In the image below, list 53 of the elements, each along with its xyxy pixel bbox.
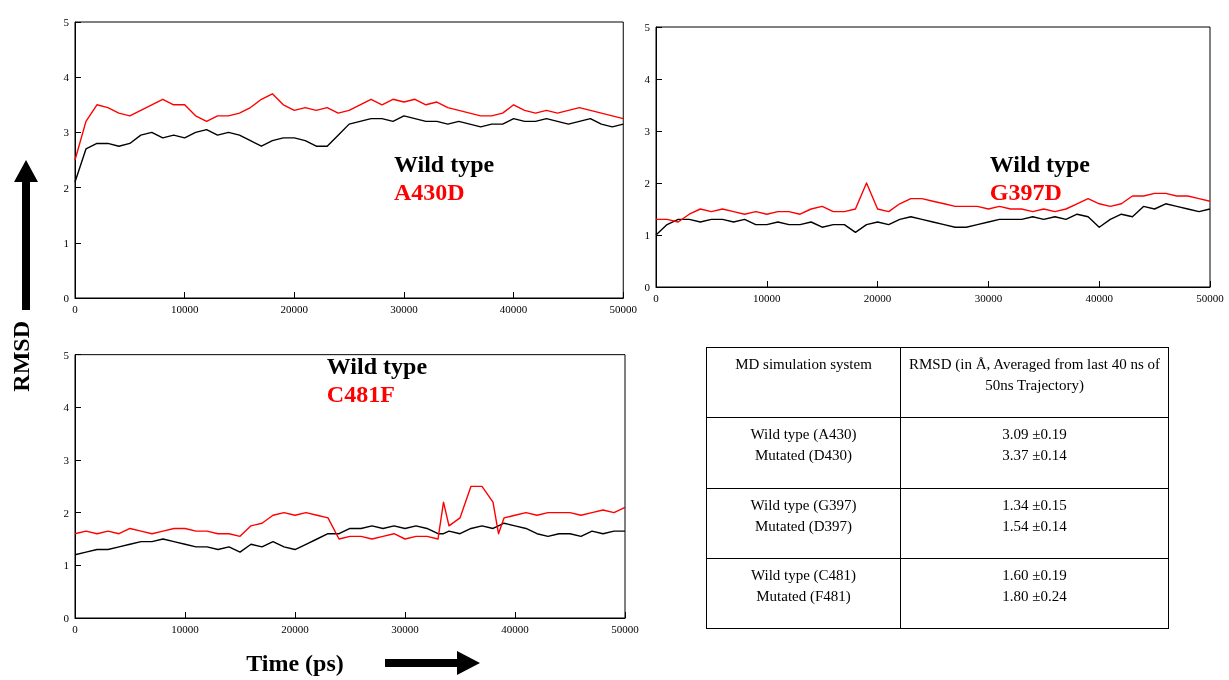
series-label: G397D — [989, 179, 1062, 206]
x-tick-label: 30000 — [974, 291, 1003, 304]
x-tick-label: 40000 — [1085, 291, 1114, 304]
y-tick-label: 3 — [63, 454, 70, 466]
x-tick-label: 30000 — [390, 302, 419, 315]
y-tick-label: 1 — [63, 559, 69, 572]
series-label: Wild type — [989, 151, 1091, 178]
x-tick-label: 20000 — [281, 622, 310, 635]
y-tick-label: 1 — [63, 236, 69, 249]
x-tick-label: 30000 — [391, 622, 420, 635]
y-tick-label: 5 — [644, 21, 651, 33]
y-tick-label: 4 — [63, 401, 70, 414]
text: MD simulation system — [706, 347, 901, 418]
y-tick-label: 3 — [644, 125, 651, 137]
x-tick-label: 50000 — [611, 622, 640, 635]
x-tick-label: 0 — [72, 302, 79, 315]
text: Wild type (A430) Mutated (D430) — [706, 417, 901, 488]
text: RMSD (in Å, Averaged from last 40 ns of 50ns Trajectory) — [900, 347, 1169, 418]
y-tick-label: 2 — [63, 181, 69, 194]
text: Wild type (C481) Mutated (F481) — [706, 558, 901, 629]
x-tick-label: 40000 — [499, 302, 528, 315]
text: A430D — [393, 179, 465, 206]
x-tick-label: 20000 — [863, 291, 892, 304]
y-tick-label: 2 — [644, 177, 650, 189]
x-tick-label: 0 — [72, 622, 79, 635]
y-tick-label: 1 — [644, 229, 650, 241]
x-axis-title: Time (ps) — [246, 650, 344, 676]
text: 1.60 ±0.19 1.80 ±0.24 — [900, 558, 1169, 629]
text: 3.09 ±0.19 3.37 ±0.14 — [900, 417, 1169, 488]
line-series — [655, 182, 1211, 223]
x-tick-label: 50000 — [1196, 291, 1225, 304]
y-tick-label: 0 — [644, 281, 651, 293]
y-tick-label: 0 — [63, 612, 70, 624]
x-tick-label: 10000 — [753, 291, 782, 304]
y-tick-label: 5 — [63, 348, 70, 361]
y-tick-label: 5 — [63, 16, 70, 28]
text: Wild type — [326, 352, 428, 379]
text: C481F — [326, 380, 395, 407]
line-series — [74, 485, 626, 540]
series-label: Wild type — [393, 151, 495, 178]
y-tick-label: 3 — [63, 126, 70, 139]
y-axis-title: RMSD — [8, 321, 34, 392]
x-tick-label: 20000 — [280, 302, 309, 315]
x-tick-label: 50000 — [609, 302, 638, 315]
text: 1.34 ±0.15 1.54 ±0.14 — [900, 488, 1169, 559]
x-tick-label: 0 — [653, 291, 660, 304]
x-tick-label: 10000 — [170, 302, 199, 315]
x-tick-label: 40000 — [501, 622, 530, 635]
y-tick-label: 4 — [644, 73, 651, 85]
x-tick-label: 10000 — [171, 622, 200, 635]
text: Wild type (G397) Mutated (D397) — [706, 488, 901, 559]
y-tick-label: 2 — [63, 506, 69, 519]
y-tick-label: 4 — [63, 71, 70, 84]
